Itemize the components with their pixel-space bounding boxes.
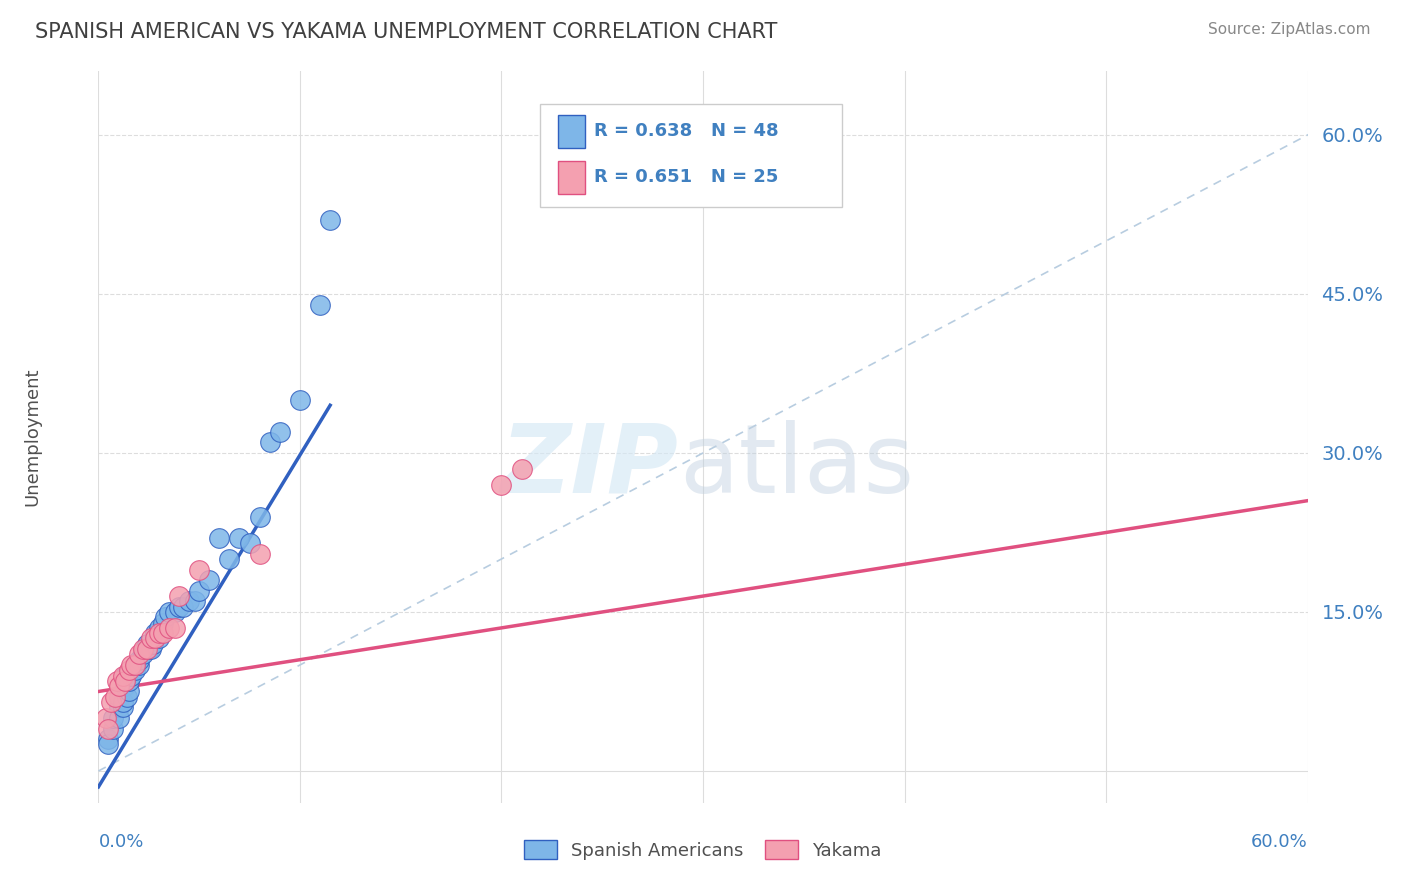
Point bbox=[115, 690, 138, 704]
Point bbox=[114, 673, 136, 688]
Point bbox=[157, 621, 180, 635]
Point bbox=[118, 663, 141, 677]
Point bbox=[101, 722, 124, 736]
FancyBboxPatch shape bbox=[558, 115, 585, 148]
Text: R = 0.651   N = 25: R = 0.651 N = 25 bbox=[595, 168, 779, 186]
Point bbox=[120, 668, 142, 682]
Point bbox=[319, 212, 342, 227]
Point bbox=[148, 632, 170, 646]
Point bbox=[97, 722, 120, 736]
Text: Unemployment: Unemployment bbox=[22, 368, 41, 507]
Point bbox=[138, 642, 160, 657]
Text: 60.0%: 60.0% bbox=[1251, 833, 1308, 851]
Point bbox=[107, 690, 129, 704]
Point bbox=[111, 695, 134, 709]
Point bbox=[288, 392, 311, 407]
Point bbox=[132, 648, 155, 662]
Point bbox=[120, 658, 142, 673]
Point bbox=[172, 599, 194, 614]
Point bbox=[259, 435, 281, 450]
Point bbox=[111, 668, 134, 682]
Point bbox=[153, 610, 176, 624]
Point bbox=[107, 711, 129, 725]
Point bbox=[124, 658, 146, 673]
Point bbox=[100, 695, 122, 709]
Point bbox=[218, 552, 240, 566]
Point bbox=[97, 738, 120, 752]
Point bbox=[118, 684, 141, 698]
Point bbox=[143, 632, 166, 646]
Point bbox=[111, 700, 134, 714]
Point bbox=[179, 594, 201, 608]
Point bbox=[124, 658, 146, 673]
Point bbox=[152, 626, 174, 640]
Text: Source: ZipAtlas.com: Source: ZipAtlas.com bbox=[1208, 22, 1371, 37]
Point bbox=[198, 573, 221, 587]
Point bbox=[107, 700, 129, 714]
Point bbox=[128, 658, 150, 673]
Point bbox=[510, 462, 533, 476]
Point bbox=[309, 297, 332, 311]
Point bbox=[134, 642, 156, 657]
Point bbox=[249, 547, 271, 561]
Point bbox=[208, 531, 231, 545]
Point bbox=[167, 599, 190, 614]
Point bbox=[184, 594, 207, 608]
Point bbox=[163, 605, 186, 619]
Point bbox=[128, 653, 150, 667]
Point bbox=[105, 673, 128, 688]
Point bbox=[239, 536, 262, 550]
Point bbox=[491, 477, 513, 491]
Text: ZIP: ZIP bbox=[501, 420, 679, 513]
Point bbox=[167, 589, 190, 603]
Text: R = 0.638   N = 48: R = 0.638 N = 48 bbox=[595, 122, 779, 140]
Point bbox=[163, 621, 186, 635]
Point bbox=[249, 509, 271, 524]
Point bbox=[124, 663, 146, 677]
Point bbox=[148, 626, 170, 640]
Point bbox=[188, 563, 211, 577]
Point bbox=[139, 642, 162, 657]
Point bbox=[103, 690, 125, 704]
Point bbox=[135, 642, 157, 657]
Point bbox=[118, 673, 141, 688]
Point bbox=[128, 648, 150, 662]
Point bbox=[107, 679, 129, 693]
Point bbox=[96, 711, 118, 725]
Legend: Spanish Americans, Yakama: Spanish Americans, Yakama bbox=[524, 840, 882, 860]
Point bbox=[157, 605, 180, 619]
Point bbox=[114, 668, 136, 682]
Point bbox=[152, 615, 174, 630]
Point bbox=[148, 621, 170, 635]
Point bbox=[188, 583, 211, 598]
Point bbox=[228, 531, 250, 545]
FancyBboxPatch shape bbox=[558, 161, 585, 194]
Point bbox=[143, 626, 166, 640]
Text: atlas: atlas bbox=[679, 420, 914, 513]
Text: SPANISH AMERICAN VS YAKAMA UNEMPLOYMENT CORRELATION CHART: SPANISH AMERICAN VS YAKAMA UNEMPLOYMENT … bbox=[35, 22, 778, 42]
Point bbox=[269, 425, 291, 439]
Point bbox=[135, 637, 157, 651]
Point bbox=[97, 732, 120, 747]
Text: 0.0%: 0.0% bbox=[98, 833, 143, 851]
Point bbox=[142, 637, 165, 651]
FancyBboxPatch shape bbox=[540, 104, 842, 207]
Point bbox=[132, 642, 155, 657]
Point bbox=[101, 711, 124, 725]
Point bbox=[114, 679, 136, 693]
Point bbox=[139, 632, 162, 646]
